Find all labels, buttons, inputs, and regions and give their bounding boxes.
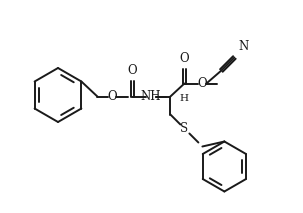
- Text: H: H: [179, 94, 188, 103]
- Text: O: O: [128, 63, 137, 76]
- Text: S: S: [180, 122, 188, 135]
- Text: O: O: [198, 77, 207, 90]
- Text: NH: NH: [140, 90, 161, 103]
- Text: O: O: [180, 52, 189, 65]
- Text: O: O: [108, 90, 117, 103]
- Text: N: N: [238, 40, 249, 53]
